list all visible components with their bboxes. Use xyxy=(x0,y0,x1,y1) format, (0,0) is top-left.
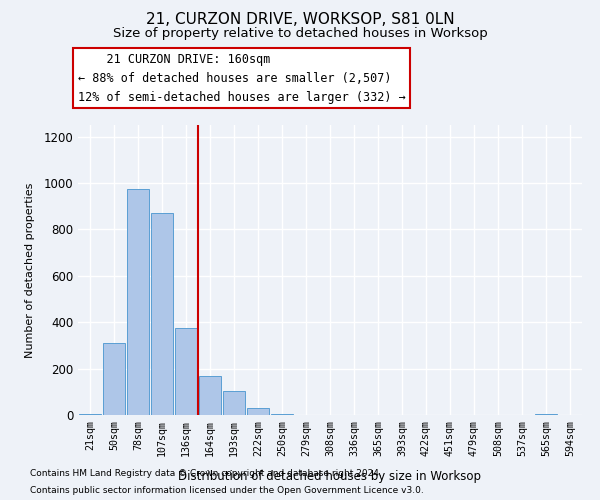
Text: 21 CURZON DRIVE: 160sqm
← 88% of detached houses are smaller (2,507)
12% of semi: 21 CURZON DRIVE: 160sqm ← 88% of detache… xyxy=(78,52,406,104)
Bar xyxy=(127,189,149,415)
Bar xyxy=(199,376,221,415)
Y-axis label: Number of detached properties: Number of detached properties xyxy=(25,182,35,358)
Text: 21, CURZON DRIVE, WORKSOP, S81 0LN: 21, CURZON DRIVE, WORKSOP, S81 0LN xyxy=(146,12,454,28)
Text: Contains public sector information licensed under the Open Government Licence v3: Contains public sector information licen… xyxy=(30,486,424,495)
Bar xyxy=(79,414,101,415)
Bar xyxy=(247,408,269,415)
Text: Contains HM Land Registry data © Crown copyright and database right 2024.: Contains HM Land Registry data © Crown c… xyxy=(30,468,382,477)
Bar xyxy=(151,213,173,415)
Bar xyxy=(103,343,125,415)
Bar xyxy=(223,390,245,415)
Bar xyxy=(535,414,557,415)
Bar xyxy=(175,328,197,415)
Bar xyxy=(271,414,293,415)
X-axis label: Distribution of detached houses by size in Worksop: Distribution of detached houses by size … xyxy=(179,470,482,483)
Text: Size of property relative to detached houses in Worksop: Size of property relative to detached ho… xyxy=(113,28,487,40)
